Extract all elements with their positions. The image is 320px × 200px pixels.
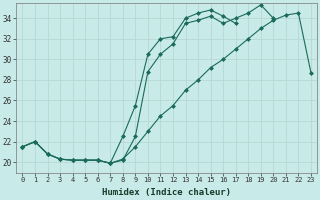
X-axis label: Humidex (Indice chaleur): Humidex (Indice chaleur) [102,188,231,197]
